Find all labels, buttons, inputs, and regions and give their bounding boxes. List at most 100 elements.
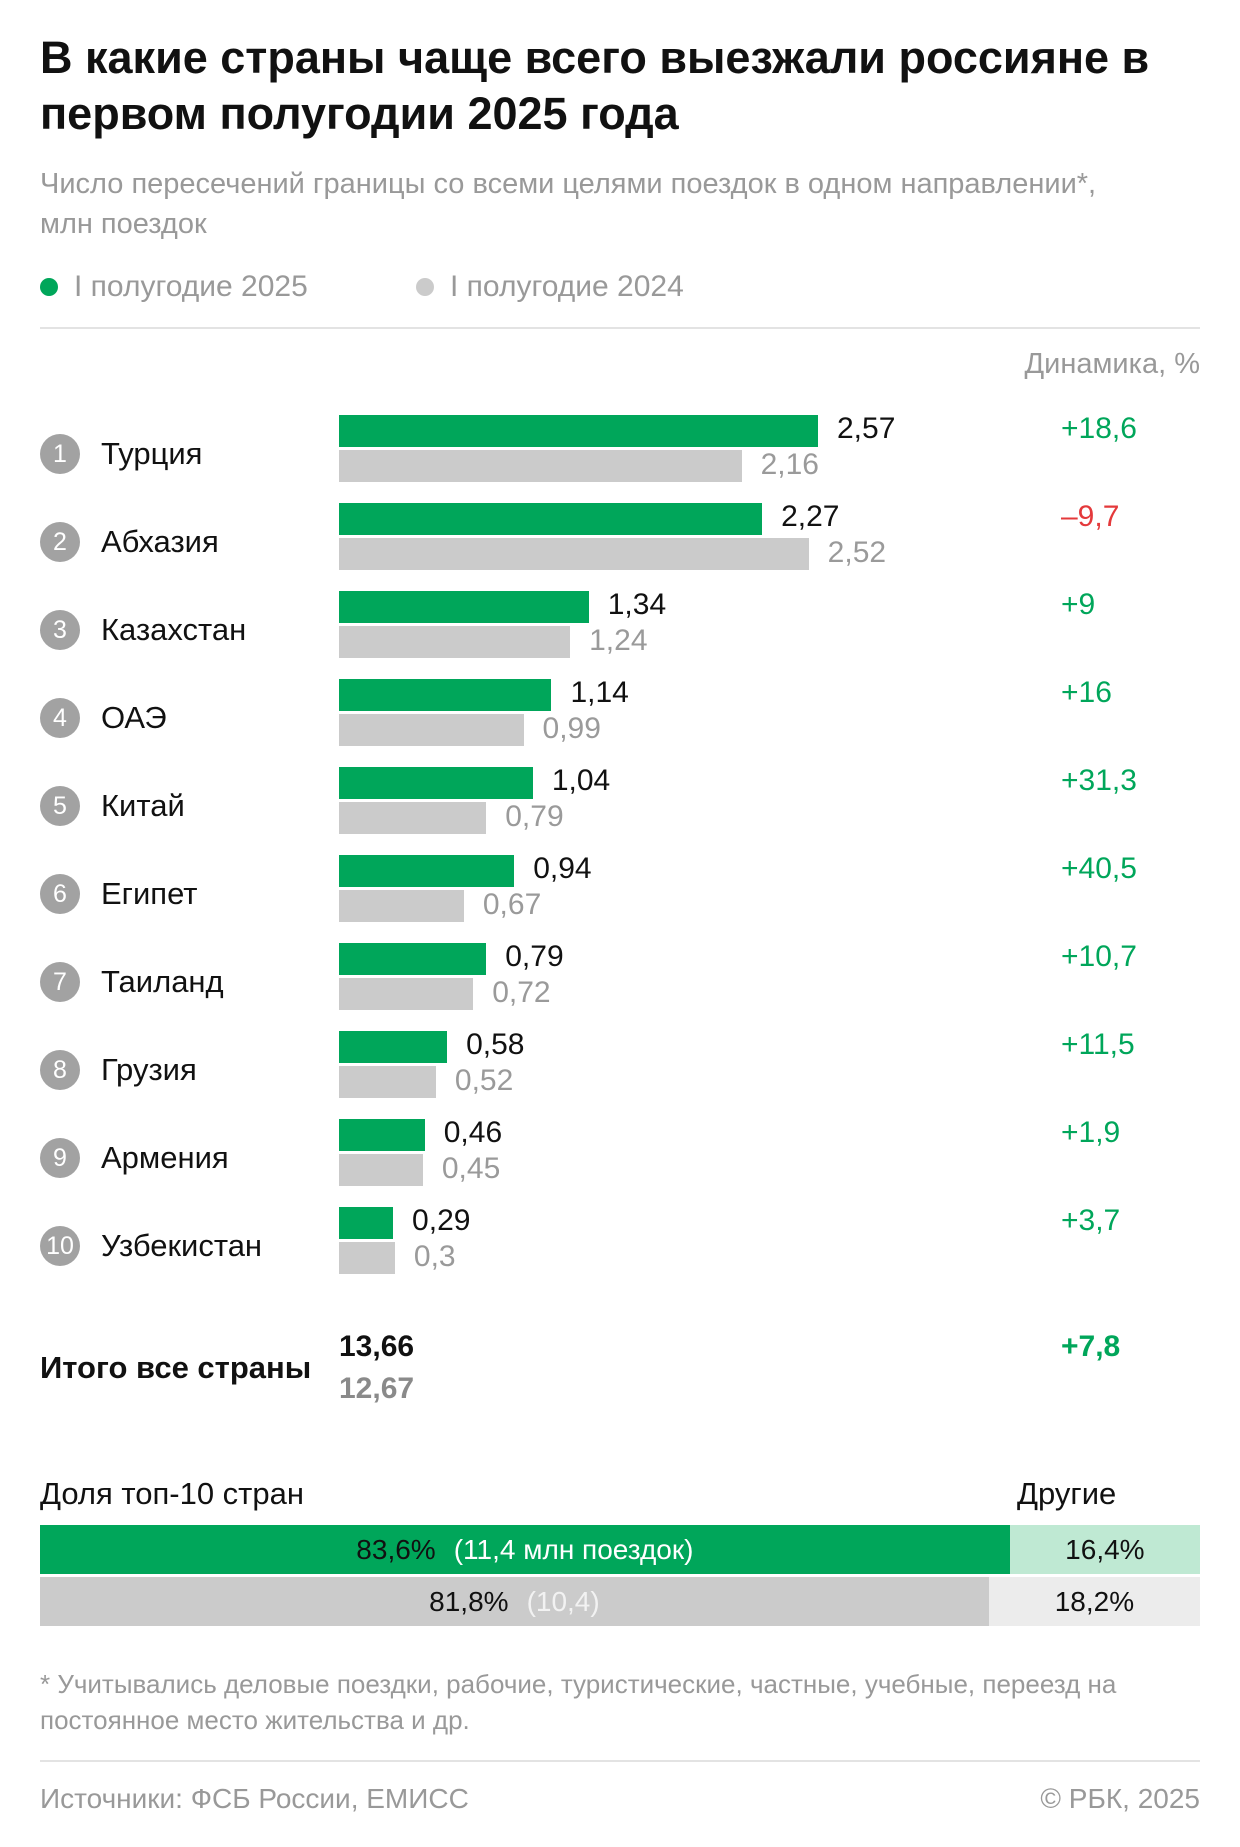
share-top10-label: Доля топ-10 стран <box>40 1476 304 1511</box>
value-label-current: 0,94 <box>533 852 592 885</box>
value-label-current: 1,04 <box>551 764 611 797</box>
bar-current <box>339 767 533 799</box>
bar-current <box>339 1207 394 1239</box>
rank-badge: 10 <box>40 1226 80 1266</box>
country-label: Абхазия <box>101 524 219 559</box>
value-label-previous: 0,67 <box>482 888 542 921</box>
rank-badge: 3 <box>40 610 80 650</box>
legend-dot-current-icon <box>40 278 58 296</box>
value-label-current: 0,29 <box>412 1204 471 1237</box>
legend-dot-previous-icon <box>416 278 434 296</box>
share-segment-top10-previous: 81,8% (10,4) <box>40 1577 989 1626</box>
value-label-current: 2,27 <box>781 500 840 533</box>
rank-badge: 4 <box>40 698 80 738</box>
dynamics-value: +1,9 <box>1061 1116 1121 1149</box>
dynamics-value: +10,7 <box>1061 940 1137 973</box>
value-label-current: 0,79 <box>505 940 564 973</box>
bar-previous <box>339 1154 423 1186</box>
dynamics-header: Динамика, % <box>1024 348 1200 380</box>
source: Источники: ФСБ России, ЕМИСС <box>40 1783 469 1814</box>
country-label: Казахстан <box>101 612 247 647</box>
legend-label-current: I полугодие 2025 <box>74 270 308 303</box>
total-label: Итого все страны <box>40 1350 312 1385</box>
bar-previous <box>339 626 571 658</box>
bar-previous <box>339 538 809 570</box>
legend-label-previous: I полугодие 2024 <box>450 270 684 303</box>
copyright: © РБК, 2025 <box>1040 1783 1200 1814</box>
dynamics-value: +11,5 <box>1061 1028 1135 1061</box>
bar-current <box>339 1119 425 1151</box>
country-label: Китай <box>101 788 185 823</box>
legend-item-previous: I полугодие 2024 <box>416 270 684 304</box>
country-label: Узбекистан <box>101 1228 263 1263</box>
value-label-current: 1,34 <box>607 588 667 621</box>
bar-current <box>339 855 515 887</box>
value-label-current: 0,46 <box>443 1116 503 1149</box>
rank-badge: 9 <box>40 1138 80 1178</box>
country-label: Грузия <box>101 1052 197 1087</box>
bar-previous <box>339 890 464 922</box>
total-previous-value: 12,67 <box>339 1372 415 1405</box>
share-segment-top10-current: 83,6% (11,4 млн поездок) <box>40 1525 1010 1574</box>
country-label: Турция <box>101 436 203 471</box>
value-label-previous: 2,52 <box>827 536 887 569</box>
value-label-current: 0,58 <box>466 1028 525 1061</box>
country-label: ОАЭ <box>101 700 167 735</box>
value-label-previous: 0,52 <box>454 1064 514 1097</box>
bar-previous <box>339 802 487 834</box>
chart-subtitle: Число пересечений границы со всеми целям… <box>40 168 1097 240</box>
bar-current <box>339 1031 448 1063</box>
share-others-label: Другие <box>1017 1476 1117 1511</box>
dynamics-value: +31,3 <box>1061 764 1137 797</box>
legend-item-current: I полугодие 2025 <box>40 270 308 304</box>
dynamics-value: +9 <box>1061 588 1096 621</box>
share-top10-previous-extra: (10,4) <box>526 1585 600 1617</box>
footnote: * Учитывались деловые поездки, рабочие, … <box>40 1669 1117 1735</box>
value-label-previous: 0,79 <box>505 800 564 833</box>
dynamics-value: +40,5 <box>1061 852 1137 885</box>
value-label-previous: 2,16 <box>760 448 819 481</box>
share-bar-previous: 81,8% (10,4) 18,2% <box>40 1577 1200 1626</box>
country-label: Армения <box>101 1140 229 1175</box>
rank-badge: 8 <box>40 1050 80 1090</box>
share-top10-previous-value: 81,8% <box>429 1585 509 1617</box>
bar-previous <box>339 450 742 482</box>
rank-badge: 1 <box>40 434 80 474</box>
value-label-current: 1,14 <box>570 676 629 709</box>
rank-badge: 6 <box>40 874 80 914</box>
country-label: Таиланд <box>101 964 224 999</box>
bar-previous <box>339 714 524 746</box>
share-others-previous-value: 18,2% <box>1054 1585 1135 1617</box>
share-top10-current-value: 83,6% <box>356 1533 436 1565</box>
divider-bottom <box>40 1760 1200 1762</box>
bar-previous <box>339 1242 395 1274</box>
country-label: Египет <box>101 876 198 911</box>
share-segment-others-current: 16,4% <box>1009 1525 1200 1574</box>
dynamics-value: –9,7 <box>1061 500 1120 533</box>
bar-current <box>339 591 589 623</box>
total-dynamics: +7,8 <box>1061 1330 1121 1363</box>
value-label-previous: 1,24 <box>589 624 648 657</box>
rank-badge: 5 <box>40 786 80 826</box>
bar-current <box>339 943 487 975</box>
share-others-current-value: 16,4% <box>1065 1533 1145 1565</box>
bar-current <box>339 503 763 535</box>
share-top10-current-extra: (11,4 млн поездок) <box>453 1533 694 1565</box>
rank-badge: 2 <box>40 522 80 562</box>
value-label-previous: 0,3 <box>413 1240 456 1273</box>
rank-badge: 7 <box>40 962 80 1002</box>
bar-previous <box>339 978 474 1010</box>
dynamics-value: +3,7 <box>1061 1204 1121 1237</box>
divider-top <box>40 327 1200 329</box>
value-label-previous: 0,99 <box>542 712 601 745</box>
share-bar-current: 83,6% (11,4 млн поездок) 16,4% <box>40 1525 1200 1574</box>
value-label-previous: 0,72 <box>492 976 551 1009</box>
value-label-current: 2,57 <box>837 412 896 445</box>
dynamics-value: +16 <box>1061 676 1112 709</box>
bar-current <box>339 415 818 447</box>
bar-current <box>339 679 552 711</box>
bar-previous <box>339 1066 436 1098</box>
share-segment-others-previous: 18,2% <box>988 1577 1200 1626</box>
dynamics-value: +18,6 <box>1061 412 1137 445</box>
value-label-previous: 0,45 <box>441 1152 501 1185</box>
